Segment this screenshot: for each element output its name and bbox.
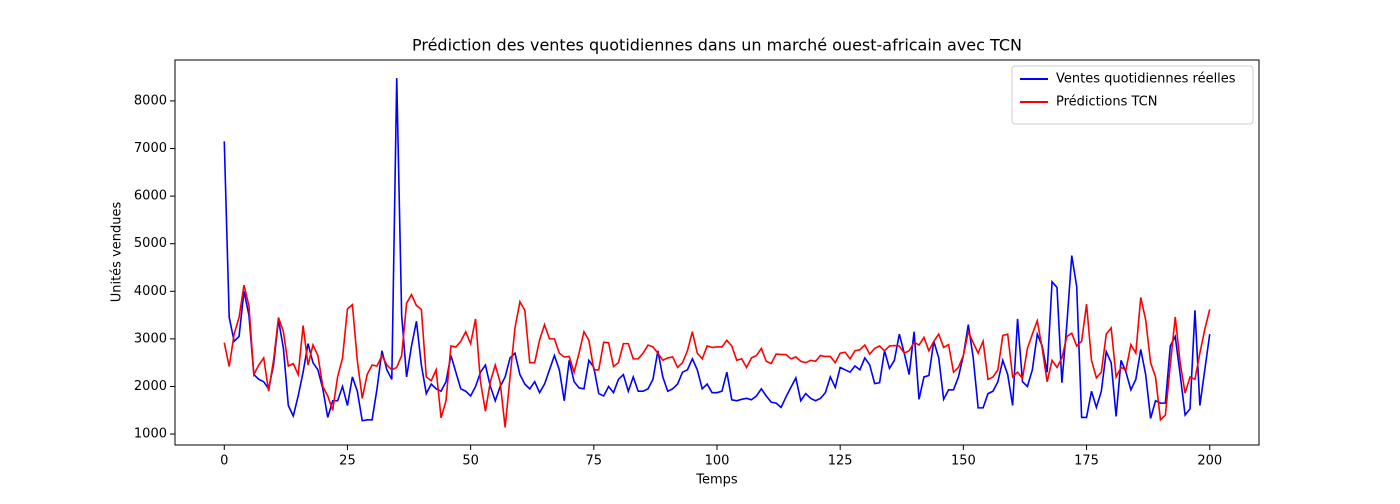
x-tick-label: 125 — [828, 454, 853, 469]
x-tick-label: 100 — [705, 454, 730, 469]
data-line — [223, 284, 1211, 428]
y-tick-label: 3000 — [134, 331, 167, 346]
y-tick-label: 1000 — [134, 427, 167, 442]
y-axis-label: Unités vendues — [110, 201, 125, 302]
y-tick-label: 7000 — [134, 141, 167, 156]
x-tick-label: 175 — [1074, 454, 1099, 469]
y-tick-label: 5000 — [134, 236, 167, 251]
plot-frame — [174, 59, 1260, 446]
legend-label: Ventes quotidiennes réelles — [1056, 72, 1236, 87]
legend-label: Prédictions TCN — [1056, 95, 1157, 110]
data-line — [223, 78, 1211, 422]
chart-title: Prédiction des ventes quotidiennes dans … — [412, 36, 1022, 55]
x-tick-label: 75 — [586, 454, 603, 469]
x-tick-label: 200 — [1197, 454, 1222, 469]
y-tick-label: 4000 — [134, 284, 167, 299]
y-tick-label: 2000 — [134, 379, 167, 394]
x-tick-label: 150 — [951, 454, 976, 469]
x-tick-label: 25 — [339, 454, 356, 469]
x-tick-label: 0 — [220, 454, 228, 469]
y-tick-label: 8000 — [134, 93, 167, 108]
legend-box — [1011, 65, 1254, 125]
x-axis-label: Temps — [695, 473, 738, 488]
y-tick-label: 6000 — [134, 189, 167, 204]
x-tick-label: 50 — [462, 454, 479, 469]
